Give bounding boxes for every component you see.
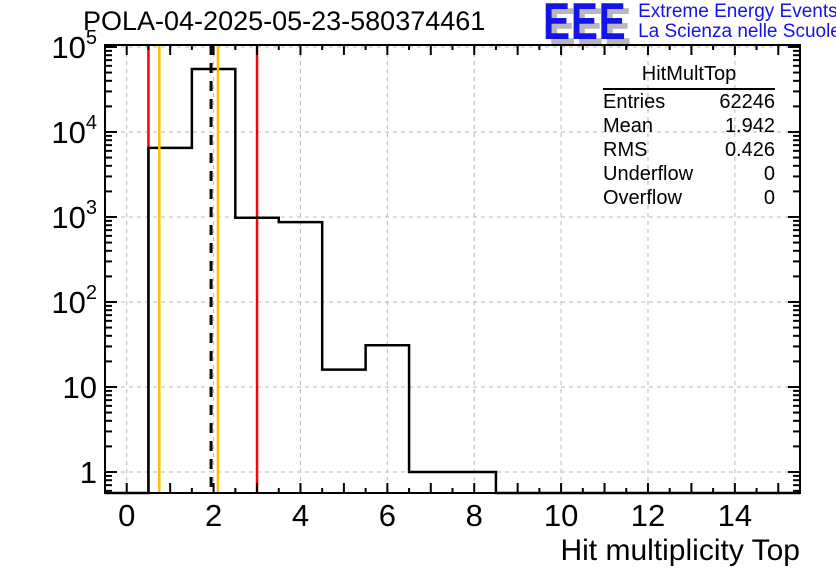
y-axis-ticks — [105, 45, 800, 492]
stats-box-title: HitMultTop — [603, 62, 775, 90]
stats-label: RMS — [603, 139, 648, 161]
x-tick-label: 6 — [379, 498, 396, 533]
x-tick-label: 8 — [466, 498, 483, 533]
y-tick-label: 103 — [51, 197, 97, 235]
plot-title: POLA-04-2025-05-23-580374461 — [83, 6, 486, 36]
x-tick-label: 14 — [718, 498, 752, 533]
stats-value: 0 — [763, 163, 775, 185]
x-tick-label: 4 — [292, 498, 309, 533]
stats-label: Underflow — [603, 163, 694, 185]
x-tick-label: 10 — [544, 498, 578, 533]
stats-value: 0 — [763, 187, 775, 209]
stats-row-rms: RMS 0.426 — [603, 138, 775, 162]
y-tick-label: 105 — [51, 27, 97, 65]
stats-label: Entries — [603, 91, 666, 113]
stats-label: Overflow — [603, 187, 682, 209]
stats-row-entries: Entries 62246 — [603, 90, 775, 114]
y-tick-label: 102 — [51, 282, 97, 320]
stats-label: Mean — [603, 115, 654, 137]
x-axis-ticks — [125, 45, 780, 493]
cut-lines-red — [147, 45, 259, 493]
x-axis-tick-labels: 0 2 4 6 8 10 12 14 — [118, 498, 752, 533]
y-tick-label: 10 — [63, 370, 97, 405]
stats-row-underflow: Underflow 0 — [603, 162, 775, 186]
stats-value: 62246 — [719, 91, 775, 113]
stats-box: HitMultTop Entries 62246 Mean 1.942 RMS … — [603, 62, 775, 210]
stats-row-mean: Mean 1.942 — [603, 114, 775, 138]
x-tick-label: 2 — [205, 498, 222, 533]
eee-logo-text: EEE — [543, 0, 627, 51]
x-tick-label: 0 — [118, 498, 135, 533]
logo-tagline-2: La Scienza nelle Scuole — [638, 21, 836, 42]
stats-row-overflow: Overflow 0 — [603, 186, 775, 210]
y-tick-label: 104 — [51, 112, 97, 150]
y-axis-tick-labels: 1 10 102 103 104 105 — [51, 27, 97, 490]
stats-value: 1.942 — [724, 115, 775, 137]
overlay-lines — [158, 45, 220, 493]
x-axis-title: Hit multiplicity Top — [560, 534, 800, 567]
eee-logo-taglines: Extreme Energy Events La Scienza nelle S… — [638, 0, 836, 42]
eee-logo: EEE Extreme Energy Events La Scienza nel… — [543, 0, 836, 51]
y-tick-label: 1 — [80, 455, 97, 490]
stats-value: 0.426 — [724, 139, 775, 161]
logo-tagline-1: Extreme Energy Events — [638, 1, 836, 22]
x-tick-label: 12 — [631, 498, 665, 533]
